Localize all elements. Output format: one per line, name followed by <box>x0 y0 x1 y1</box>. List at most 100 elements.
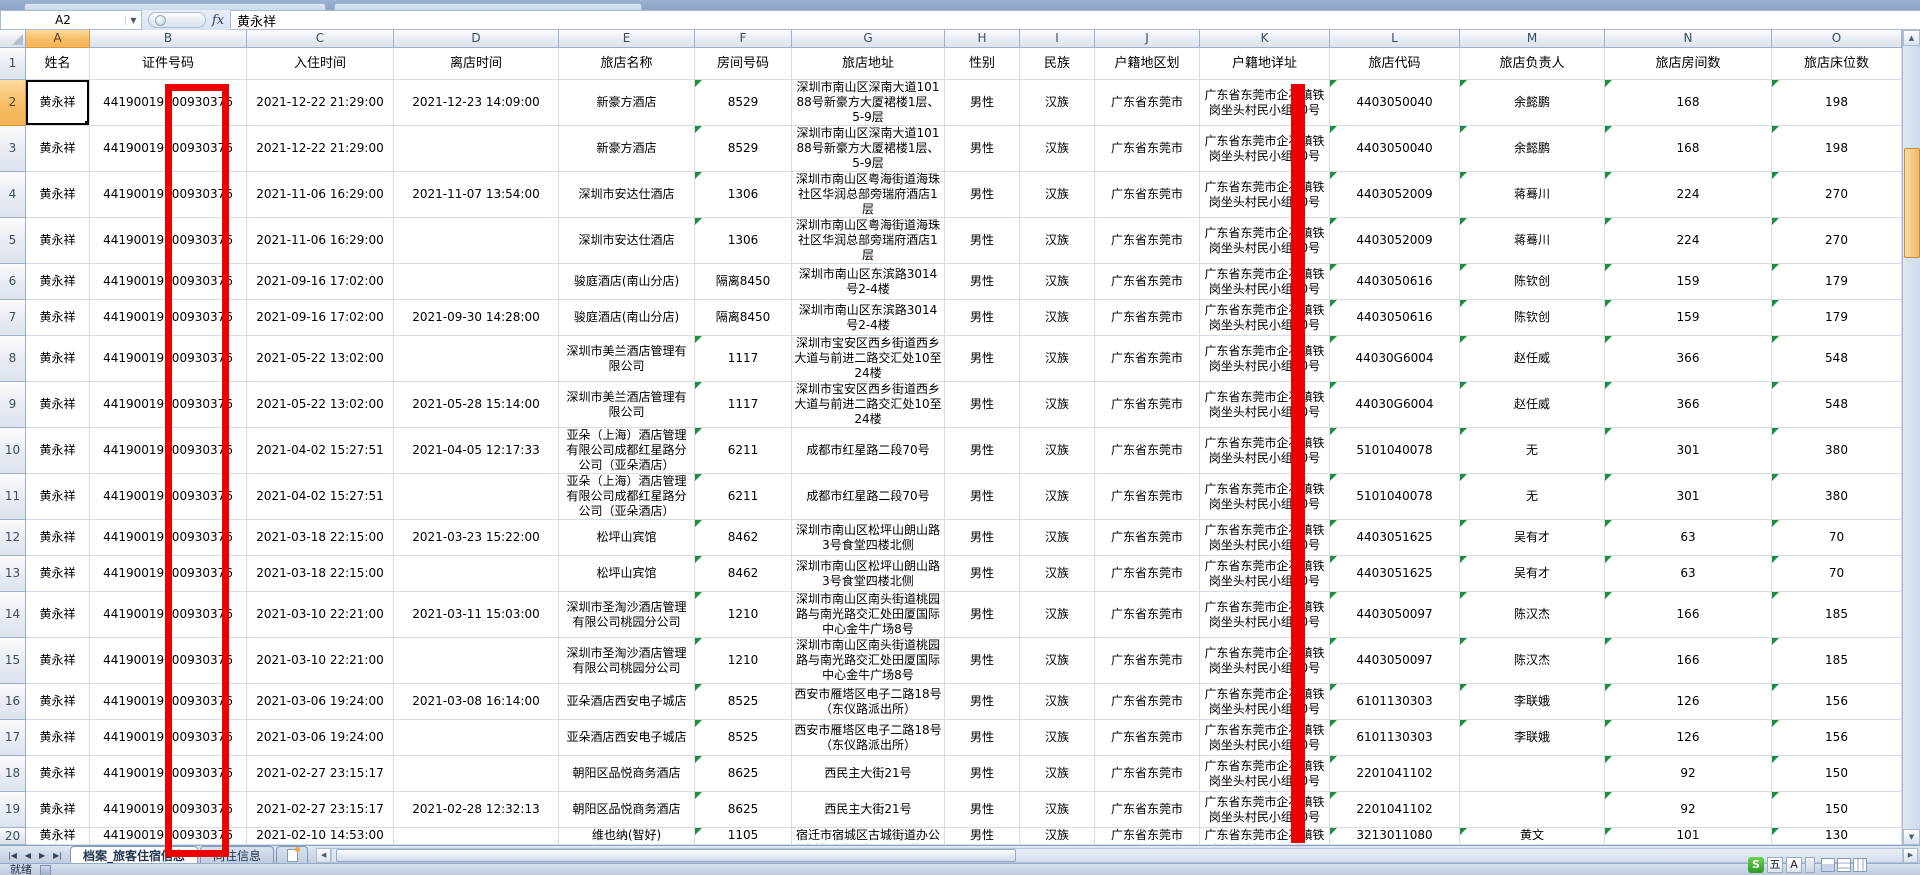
view-normal-icon[interactable] <box>1821 858 1835 872</box>
cell-E16[interactable]: 亚朵酒店西安电子城店 <box>559 684 695 720</box>
cell-H9[interactable]: 男性 <box>945 382 1020 428</box>
cell-D3[interactable] <box>394 126 559 172</box>
cell-G14[interactable]: 深圳市南山区南头街道桃园路与南光路交汇处田厦国际中心金牛广场8号 <box>792 592 945 638</box>
cell-K20[interactable]: 广东省东莞市企石镇铁岗坐头村民小组10号 <box>1200 828 1330 845</box>
cell-N1[interactable]: 旅店房间数 <box>1605 48 1772 80</box>
cell-M20[interactable]: 黄文 <box>1460 828 1605 845</box>
cell-I2[interactable]: 汉族 <box>1020 80 1095 126</box>
cell-G10[interactable]: 成都市红星路二段70号 <box>792 428 945 474</box>
column-header-L[interactable]: L <box>1330 30 1460 48</box>
cell-J2[interactable]: 广东省东莞市 <box>1095 80 1200 126</box>
cell-N11[interactable]: 301 <box>1605 474 1772 520</box>
cell-N2[interactable]: 168 <box>1605 80 1772 126</box>
cell-I1[interactable]: 民族 <box>1020 48 1095 80</box>
ime-tools-icon[interactable] <box>1805 857 1815 873</box>
cell-O10[interactable]: 380 <box>1772 428 1902 474</box>
cell-H19[interactable]: 男性 <box>945 792 1020 828</box>
cell-E9[interactable]: 深圳市美兰酒店管理有限公司 <box>559 382 695 428</box>
cell-L19[interactable]: 2201041102 <box>1330 792 1460 828</box>
cell-O1[interactable]: 旅店床位数 <box>1772 48 1902 80</box>
cell-J17[interactable]: 广东省东莞市 <box>1095 720 1200 756</box>
last-sheet-button[interactable]: ▶| <box>53 850 63 860</box>
column-header-A[interactable]: A <box>26 30 90 48</box>
cell-L10[interactable]: 5101040078 <box>1330 428 1460 474</box>
cell-G5[interactable]: 深圳市南山区粤海街道海珠社区华润总部旁瑞府酒店1层 <box>792 218 945 264</box>
name-box-dropdown-icon[interactable]: ▼ <box>125 15 141 25</box>
cell-A15[interactable]: 黄永祥 <box>26 638 90 684</box>
cell-O6[interactable]: 179 <box>1772 264 1902 300</box>
cell-H20[interactable]: 男性 <box>945 828 1020 845</box>
cell-F10[interactable]: 6211 <box>695 428 792 474</box>
cell-H16[interactable]: 男性 <box>945 684 1020 720</box>
cell-E19[interactable]: 朝阳区品悦商务酒店 <box>559 792 695 828</box>
cell-D14[interactable]: 2021-03-11 15:03:00 <box>394 592 559 638</box>
cell-H14[interactable]: 男性 <box>945 592 1020 638</box>
cell-G6[interactable]: 深圳市南山区东滨路3014号2-4楼 <box>792 264 945 300</box>
fill-handle[interactable] <box>85 121 89 125</box>
cell-D6[interactable] <box>394 264 559 300</box>
select-all-corner[interactable] <box>0 30 26 48</box>
cell-N8[interactable]: 366 <box>1605 336 1772 382</box>
cell-A14[interactable]: 黄永祥 <box>26 592 90 638</box>
cell-D2[interactable]: 2021-12-23 14:09:00 <box>394 80 559 126</box>
cell-O14[interactable]: 185 <box>1772 592 1902 638</box>
horizontal-scroll-thumb[interactable] <box>336 849 1017 862</box>
cell-G13[interactable]: 深圳市南山区松坪山朗山路3号食堂四楼北侧 <box>792 556 945 592</box>
scroll-up-button[interactable]: ▲ <box>1903 30 1920 46</box>
cell-A1[interactable]: 姓名 <box>26 48 90 80</box>
cell-H7[interactable]: 男性 <box>945 300 1020 336</box>
cell-C15[interactable]: 2021-03-10 22:21:00 <box>247 638 394 684</box>
horizontal-scrollbar[interactable]: ◀ ▶ <box>316 848 1918 863</box>
row-header-10[interactable]: 10 <box>0 428 26 474</box>
row-header-11[interactable]: 11 <box>0 474 26 520</box>
cell-L4[interactable]: 4403052009 <box>1330 172 1460 218</box>
cell-E11[interactable]: 亚朵（上海）酒店管理有限公司成都红星路分公司（亚朵酒店） <box>559 474 695 520</box>
cell-F16[interactable]: 8525 <box>695 684 792 720</box>
cell-H15[interactable]: 男性 <box>945 638 1020 684</box>
column-header-I[interactable]: I <box>1020 30 1095 48</box>
cell-F11[interactable]: 6211 <box>695 474 792 520</box>
cell-M7[interactable]: 陈钦创 <box>1460 300 1605 336</box>
cell-D16[interactable]: 2021-03-08 16:14:00 <box>394 684 559 720</box>
column-header-E[interactable]: E <box>559 30 695 48</box>
cell-N10[interactable]: 301 <box>1605 428 1772 474</box>
cell-I20[interactable]: 汉族 <box>1020 828 1095 845</box>
insert-function-capsule[interactable] <box>148 12 206 28</box>
row-header-18[interactable]: 18 <box>0 756 26 792</box>
insert-function-fx-icon[interactable]: fx <box>211 12 225 28</box>
cell-E2[interactable]: 新豪方酒店 <box>559 80 695 126</box>
cell-I11[interactable]: 汉族 <box>1020 474 1095 520</box>
cell-E18[interactable]: 朝阳区品悦商务酒店 <box>559 756 695 792</box>
ime-mode-icon[interactable]: A <box>1786 857 1802 873</box>
prev-sheet-button[interactable]: ◀ <box>24 850 32 860</box>
cell-G1[interactable]: 旅店地址 <box>792 48 945 80</box>
cell-M12[interactable]: 吴有才 <box>1460 520 1605 556</box>
cell-D19[interactable]: 2021-02-28 12:32:13 <box>394 792 559 828</box>
cell-A18[interactable]: 黄永祥 <box>26 756 90 792</box>
cell-C10[interactable]: 2021-04-02 15:27:51 <box>247 428 394 474</box>
row-header-2[interactable]: 2 <box>0 80 26 126</box>
cell-I13[interactable]: 汉族 <box>1020 556 1095 592</box>
row-header-17[interactable]: 17 <box>0 720 26 756</box>
cell-N20[interactable]: 101 <box>1605 828 1772 845</box>
cell-K3[interactable]: 广东省东莞市企石镇铁岗坐头村民小组10号 <box>1200 126 1330 172</box>
cell-F15[interactable]: 1210 <box>695 638 792 684</box>
cell-K15[interactable]: 广东省东莞市企石镇铁岗坐头村民小组10号 <box>1200 638 1330 684</box>
row-header-9[interactable]: 9 <box>0 382 26 428</box>
cell-N5[interactable]: 224 <box>1605 218 1772 264</box>
cell-I5[interactable]: 汉族 <box>1020 218 1095 264</box>
cell-D13[interactable] <box>394 556 559 592</box>
cell-G18[interactable]: 西民主大街21号 <box>792 756 945 792</box>
cell-A6[interactable]: 黄永祥 <box>26 264 90 300</box>
cell-C19[interactable]: 2021-02-27 23:15:17 <box>247 792 394 828</box>
cell-O15[interactable]: 185 <box>1772 638 1902 684</box>
cell-E6[interactable]: 骏庭酒店(南山分店) <box>559 264 695 300</box>
cell-C18[interactable]: 2021-02-27 23:15:17 <box>247 756 394 792</box>
row-header-4[interactable]: 4 <box>0 172 26 218</box>
cell-J20[interactable]: 广东省东莞市 <box>1095 828 1200 845</box>
row-header-14[interactable]: 14 <box>0 592 26 638</box>
cell-I4[interactable]: 汉族 <box>1020 172 1095 218</box>
row-header-13[interactable]: 13 <box>0 556 26 592</box>
cell-K2[interactable]: 广东省东莞市企石镇铁岗坐头村民小组10号 <box>1200 80 1330 126</box>
cell-K18[interactable]: 广东省东莞市企石镇铁岗坐头村民小组10号 <box>1200 756 1330 792</box>
